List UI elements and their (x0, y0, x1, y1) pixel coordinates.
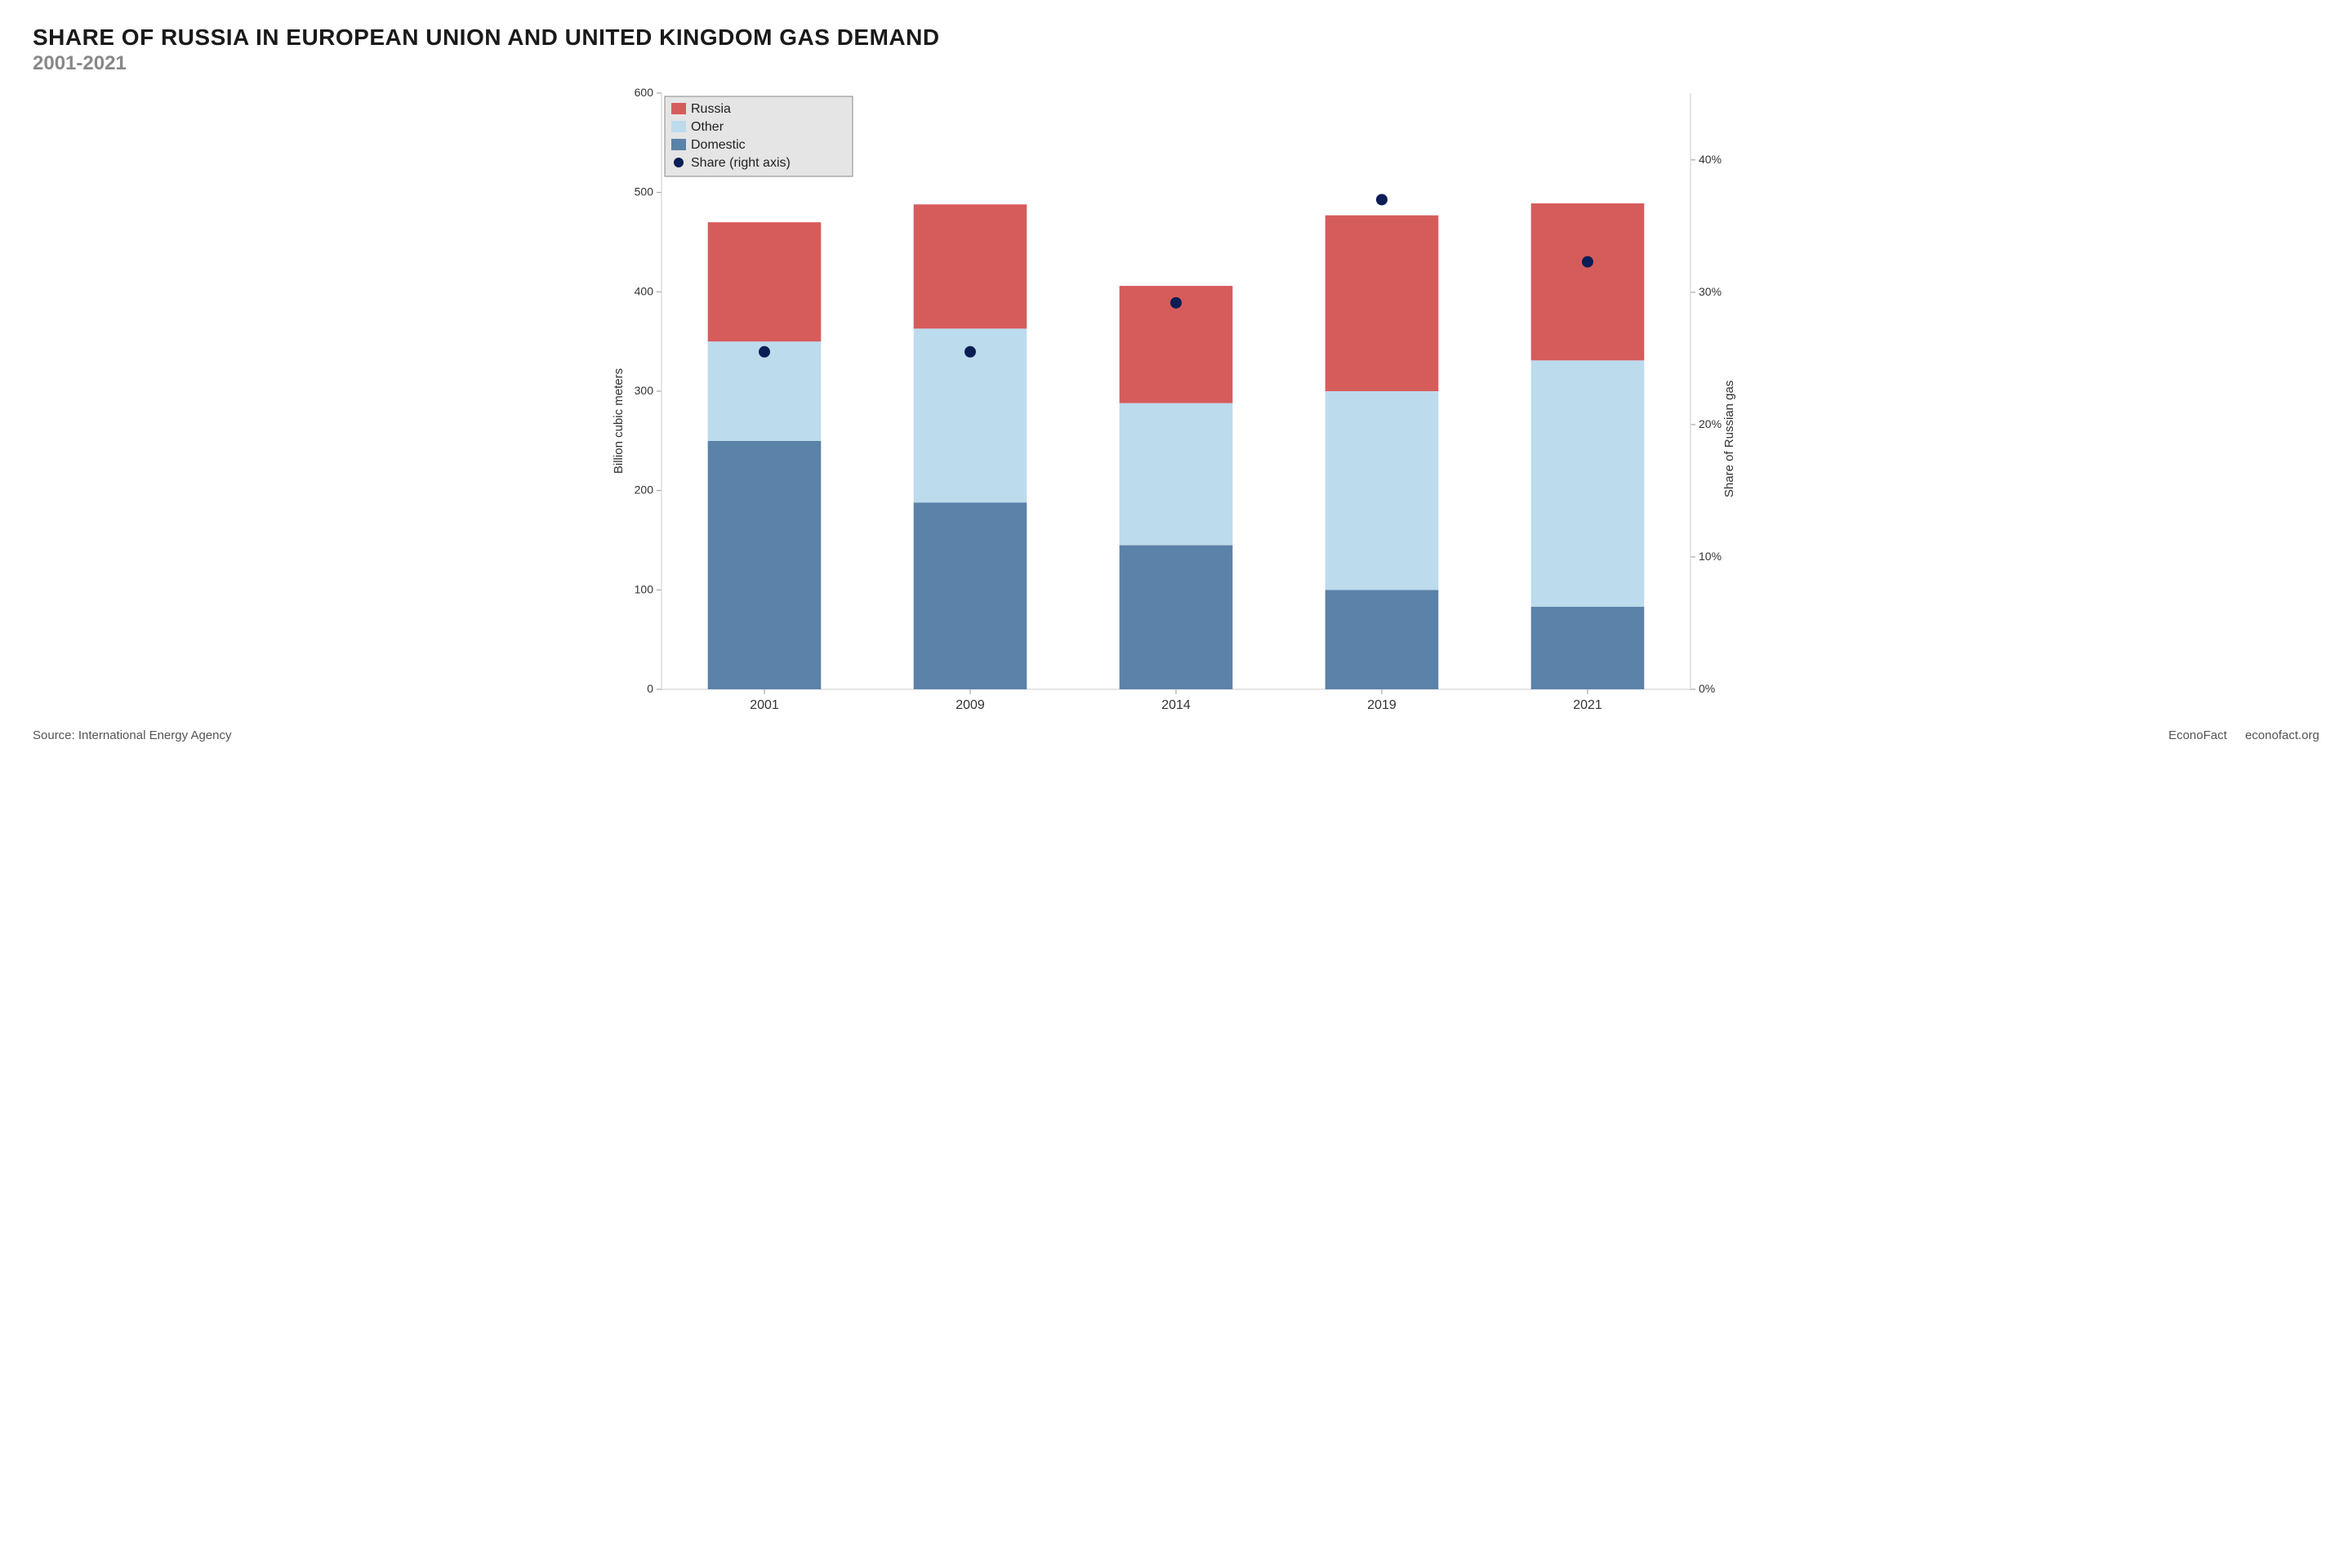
y-right-label: Share of Russian gas (1722, 381, 1736, 497)
legend-swatch (671, 103, 686, 114)
attribution-2: econofact.org (2245, 728, 2319, 742)
attribution: EconoFact econofact.org (2154, 728, 2319, 742)
legend-label: Share (right axis) (691, 156, 791, 170)
bar-russia (708, 222, 822, 341)
y-left-tick: 600 (635, 86, 654, 99)
attribution-1: EconoFact (2168, 728, 2227, 742)
y-right-tick: 10% (1699, 550, 1722, 563)
bar-russia (914, 204, 1027, 328)
legend-swatch (671, 139, 686, 150)
legend-label: Russia (691, 102, 731, 116)
bar-domestic (1325, 590, 1439, 689)
bar-domestic (1531, 607, 1645, 689)
chart-title: SHARE OF RUSSIA IN EUROPEAN UNION AND UN… (33, 24, 2319, 51)
y-right-tick: 0% (1699, 682, 1715, 695)
share-marker (1170, 297, 1182, 309)
x-tick: 2001 (750, 698, 779, 712)
legend-label: Domestic (691, 138, 746, 152)
y-right-tick: 30% (1699, 285, 1722, 298)
legend-dot (674, 158, 684, 167)
y-left-tick: 400 (635, 284, 654, 297)
x-tick: 2014 (1161, 698, 1191, 712)
bar-domestic (1120, 546, 1233, 689)
y-left-tick: 500 (635, 185, 654, 198)
chart-footer: Source: International Energy Agency Econ… (33, 728, 2319, 742)
bar-domestic (914, 502, 1027, 689)
share-marker (964, 346, 976, 358)
bar-russia (1531, 203, 1645, 360)
y-right-tick: 40% (1699, 153, 1722, 166)
y-left-tick: 200 (635, 483, 654, 497)
y-left-label: Billion cubic meters (612, 368, 626, 474)
y-right-tick: 20% (1699, 417, 1722, 430)
bar-russia (1325, 216, 1439, 391)
x-tick: 2009 (956, 698, 985, 712)
x-tick: 2021 (1573, 698, 1602, 712)
chart-subtitle: 2001-2021 (33, 52, 2319, 75)
bar-other (1325, 391, 1439, 590)
y-left-tick: 300 (635, 384, 654, 397)
y-left-tick: 0 (647, 682, 653, 695)
bar-other (1120, 403, 1233, 546)
share-marker (1582, 256, 1593, 268)
share-marker (759, 346, 770, 358)
chart-svg: 0 100 200 300 400 500 600 Billion cubic meters 0… (33, 85, 2319, 722)
y-left-tick: 100 (635, 582, 654, 595)
legend-swatch (671, 121, 686, 132)
share-marker (1376, 194, 1388, 205)
bar-other (1531, 360, 1645, 607)
x-tick: 2019 (1367, 698, 1396, 712)
bar-domestic (708, 441, 822, 689)
source-text: Source: International Energy Agency (33, 728, 232, 742)
legend-label: Other (691, 120, 724, 134)
chart-area: 0 100 200 300 400 500 600 Billion cubic meters 0… (33, 85, 2319, 722)
